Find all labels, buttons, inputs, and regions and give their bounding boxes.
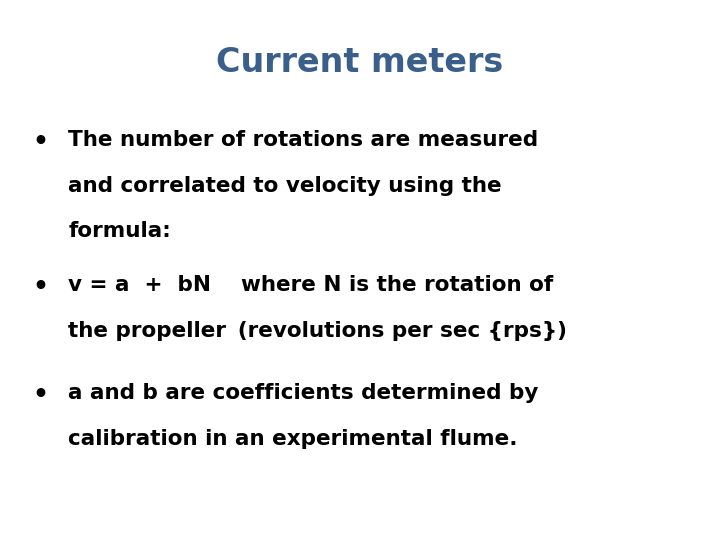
Text: and correlated to velocity using the: and correlated to velocity using the [68, 176, 502, 195]
Text: Current meters: Current meters [217, 46, 503, 79]
Text: •: • [32, 130, 48, 153]
Text: •: • [32, 275, 48, 299]
Text: calibration in an experimental flume.: calibration in an experimental flume. [68, 429, 518, 449]
Text: a and b are coefficients determined by: a and b are coefficients determined by [68, 383, 539, 403]
Text: v = a  +  bN    where N is the rotation of: v = a + bN where N is the rotation of [68, 275, 554, 295]
Text: •: • [32, 383, 48, 407]
Text: the propeller  (revolutions per sec {rps}): the propeller (revolutions per sec {rps}… [68, 321, 567, 341]
Text: formula:: formula: [68, 221, 171, 241]
Text: The number of rotations are measured: The number of rotations are measured [68, 130, 539, 150]
